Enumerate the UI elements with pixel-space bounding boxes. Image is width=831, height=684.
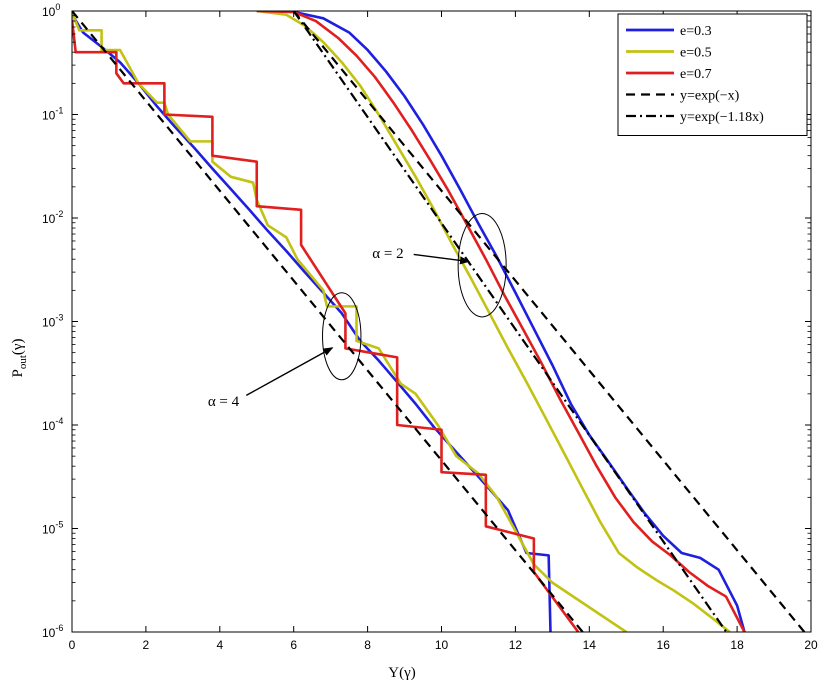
x-tick-label: 8 bbox=[364, 638, 371, 652]
y-tick-label: 10-6 bbox=[42, 623, 63, 640]
series-layer bbox=[72, 11, 806, 632]
svg-text:Pout(γ): Pout(γ) bbox=[10, 338, 29, 377]
y-tick-label: 10-1 bbox=[42, 106, 63, 123]
annotation-label-1: α = 4 bbox=[208, 394, 240, 410]
x-ticks: 0 2 4 6 8 10 12 14 16 18 20 bbox=[69, 11, 818, 652]
series-line-1-1 bbox=[256, 11, 731, 632]
series-1 bbox=[72, 11, 731, 632]
series-line-2-0 bbox=[72, 19, 580, 632]
legend-label-2: e=0.7 bbox=[680, 67, 712, 82]
x-tick-label: 18 bbox=[730, 638, 744, 652]
x-tick-label: 14 bbox=[583, 638, 597, 652]
y-tick-label: 10-4 bbox=[42, 416, 63, 433]
y-axis-label-sub: out bbox=[17, 355, 29, 369]
annotation-label-0: α = 2 bbox=[372, 246, 403, 262]
y-axis-label: Pout(γ) bbox=[10, 338, 29, 377]
annotation-ellipse-0 bbox=[457, 212, 507, 318]
annotation-ellipse-1 bbox=[322, 292, 362, 381]
x-tick-label: 0 bbox=[69, 638, 76, 652]
y-ticks: 100 10-1 10-2 10-3 10-4 10-5 10-6 bbox=[42, 2, 811, 640]
legend: e=0.3 e=0.5 e=0.7 y=exp(−x) y=exp(−1.18x) bbox=[617, 13, 808, 136]
y-tick-label: 10-3 bbox=[42, 313, 63, 330]
x-tick-label: 2 bbox=[143, 638, 150, 652]
y-tick-label: 100 bbox=[42, 2, 60, 19]
axis-layer: 0 2 4 6 8 10 12 14 16 18 20 100 10-1 10-2 10-3 10-4 10-5… bbox=[42, 2, 818, 652]
y-tick-label: 10-5 bbox=[42, 520, 63, 537]
legend-label-1: e=0.5 bbox=[680, 46, 712, 61]
x-tick-label: 6 bbox=[290, 638, 297, 652]
legend-label-3: y=exp(−x) bbox=[680, 89, 740, 104]
series-line-0-1 bbox=[256, 11, 746, 632]
series-line-4-0 bbox=[292, 11, 728, 632]
x-tick-label: 20 bbox=[804, 638, 818, 652]
x-tick-label: 16 bbox=[657, 638, 671, 652]
series-2 bbox=[72, 11, 746, 632]
annotation-arrow-0 bbox=[413, 253, 471, 265]
x-tick-label: 12 bbox=[509, 638, 523, 652]
x-tick-label: 4 bbox=[216, 638, 223, 652]
legend-label-0: e=0.3 bbox=[680, 24, 712, 39]
y-axis-label-main: P bbox=[10, 369, 26, 377]
legend-label-4: y=exp(−1.18x) bbox=[680, 110, 764, 125]
series-line-2-1 bbox=[256, 11, 746, 632]
annotation-layer: α = 2 α = 4 bbox=[208, 212, 507, 410]
y-axis-label-tail: (γ) bbox=[10, 338, 26, 355]
annotation-arrow-1 bbox=[245, 347, 334, 396]
x-tick-label: 10 bbox=[435, 638, 449, 652]
x-axis-label: Y(γ) bbox=[388, 665, 415, 681]
series-line-1-0 bbox=[72, 12, 627, 632]
y-tick-label: 10-2 bbox=[42, 209, 63, 226]
series-4 bbox=[292, 11, 728, 632]
